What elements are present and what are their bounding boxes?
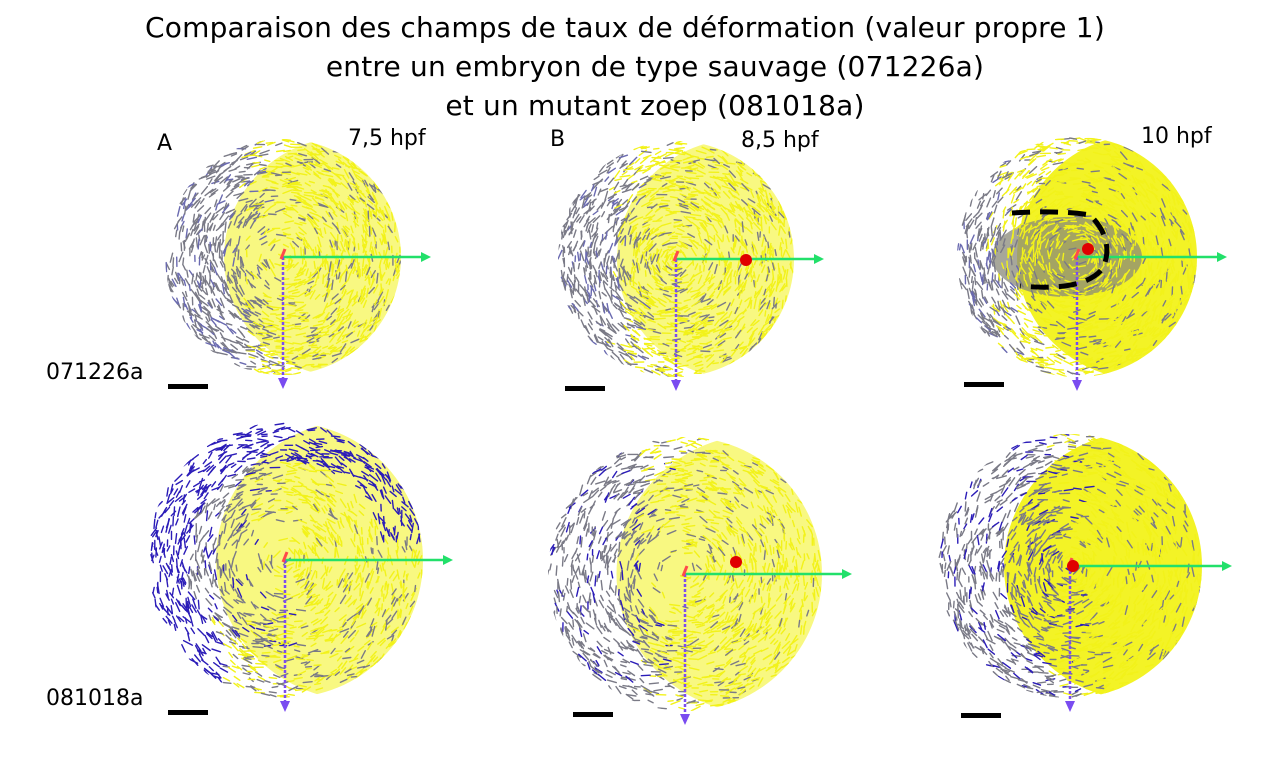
y-axis-arrowhead <box>680 714 690 725</box>
x-axis-arrowhead <box>842 569 852 579</box>
x-axis-arrowhead <box>443 555 453 565</box>
panel-letter-b: B <box>550 127 566 152</box>
time-label-10-hpf: 10 hpf <box>1141 124 1212 149</box>
red-dot <box>1067 560 1079 572</box>
origin-mark <box>279 248 287 260</box>
y-axis-arrowhead <box>280 701 290 712</box>
time-label-7-5-hpf: 7,5 hpf <box>348 126 426 151</box>
embryo-panel-mu-8-5 <box>548 437 852 725</box>
embryo-panel-mu-10 <box>938 434 1232 712</box>
origin-mark <box>672 250 680 262</box>
scale-bar <box>964 382 1004 387</box>
y-axis-arrowhead <box>278 378 288 389</box>
x-axis-arrowhead <box>421 252 431 262</box>
x-axis-arrowhead <box>1222 561 1232 571</box>
title-line-1: Comparaison des champs de taux de déform… <box>145 11 1105 44</box>
scale-bar <box>168 384 208 389</box>
red-dot <box>740 254 752 266</box>
y-axis-arrowhead <box>1072 380 1082 391</box>
scale-bar <box>565 386 605 391</box>
panel-letter-a: A <box>157 131 173 156</box>
y-axis-arrowhead <box>671 380 681 391</box>
embryo-label-wild-type: 071226a <box>46 360 144 385</box>
x-axis-arrowhead <box>1217 252 1227 262</box>
dashed-region-outline <box>1011 209 1110 290</box>
scale-bar <box>573 712 613 717</box>
title-line-2: entre un embryon de type sauvage (071226… <box>325 50 985 83</box>
scale-bar <box>961 713 1001 718</box>
time-label-8-5-hpf: 8,5 hpf <box>741 128 819 153</box>
embryo-panel-mu-7-5 <box>150 422 453 712</box>
embryo-panel-wt-8-5 <box>558 141 824 391</box>
origin-mark <box>681 565 689 577</box>
embryo-label-mutant: 081018a <box>46 686 144 711</box>
scale-bar <box>168 710 208 715</box>
embryo-panel-wt-7-5 <box>165 139 431 389</box>
y-axis-arrowhead <box>1065 701 1075 712</box>
x-axis-arrowhead <box>814 254 824 264</box>
red-dot <box>730 556 742 568</box>
red-dot <box>1082 243 1094 255</box>
title-line-3: et un mutant zoep (081018a) <box>445 89 865 122</box>
origin-mark <box>281 551 289 563</box>
embryo-panel-wt-10 <box>957 137 1227 391</box>
origin-mark <box>1073 248 1081 260</box>
